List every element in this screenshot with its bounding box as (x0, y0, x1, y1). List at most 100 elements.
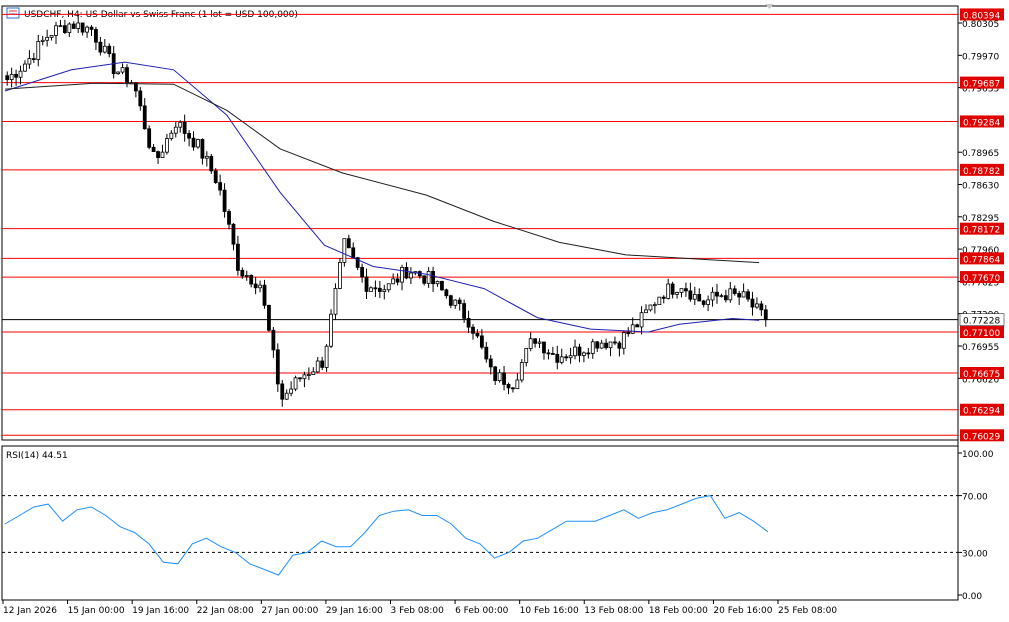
candle-body (755, 303, 759, 308)
candle-body (9, 74, 14, 80)
candle-body (311, 371, 316, 375)
candle-body (244, 275, 249, 277)
candle-body (329, 313, 333, 347)
candle-body (488, 358, 493, 368)
candle-body (391, 278, 396, 285)
candle-body (346, 238, 351, 249)
time-tick-label: 18 Feb 00:00 (649, 606, 708, 616)
time-tick-label: 25 Feb 08:00 (778, 606, 837, 616)
candle-body (338, 261, 342, 289)
candle-body (173, 126, 178, 134)
candle-body (71, 23, 76, 29)
candle-body (182, 121, 187, 134)
candle-body (5, 75, 10, 80)
price-tick-label: 0.78295 (962, 214, 999, 224)
candle-body (528, 338, 533, 349)
candle-body (284, 392, 289, 400)
candle-body (258, 284, 262, 289)
candle-body (533, 338, 538, 344)
scroll-marker-icon[interactable] (765, 4, 774, 9)
candle-body (431, 271, 435, 285)
candle-body (235, 243, 240, 271)
candle-body (484, 346, 489, 360)
candle-body (462, 303, 467, 319)
level-tag (960, 222, 1004, 235)
candle-body (706, 299, 711, 305)
candle-body (240, 269, 245, 277)
candle-body (116, 71, 121, 74)
time-tick-label: 13 Feb 08:00 (584, 606, 643, 616)
candle-body (178, 121, 183, 128)
candle-body (457, 299, 462, 304)
candle-body (364, 276, 369, 292)
candle-body (125, 67, 129, 84)
candle-body (564, 356, 569, 359)
candle-body (697, 294, 702, 302)
level-tag-label: 0.77670 (963, 274, 1000, 284)
time-tick-label: 22 Jan 08:00 (197, 606, 254, 616)
candle-body (187, 133, 191, 139)
candle-body (621, 332, 626, 349)
candle-body (102, 45, 107, 53)
candle-body (710, 291, 715, 301)
candle-body (595, 341, 600, 349)
candle-body (506, 384, 511, 389)
candle-body (275, 349, 280, 385)
rsi-label: RSI(14) 44.51 (6, 451, 68, 461)
candle-body (568, 355, 573, 359)
candle-body (40, 39, 45, 42)
level-tag-label: 0.76675 (963, 370, 1000, 380)
candle-body (639, 312, 644, 328)
level-tag-label: 0.80394 (963, 11, 1000, 21)
time-tick-label: 20 Feb 16:00 (713, 606, 772, 616)
candle-body (630, 324, 635, 334)
candle-body (36, 41, 41, 60)
level-tag-label: 0.77100 (963, 329, 1000, 339)
candle-body (249, 275, 254, 285)
candle-body (688, 290, 693, 300)
candle-body (324, 345, 329, 368)
candle-body (524, 348, 529, 363)
candle-body (147, 128, 152, 148)
candle-body (54, 25, 58, 36)
candle-body (666, 283, 671, 299)
candle-body (511, 387, 515, 390)
price-tick-label: 0.78965 (962, 149, 999, 159)
chart-type-icon[interactable] (6, 7, 20, 19)
level-tag (960, 271, 1004, 284)
candle-body (342, 238, 347, 263)
price-tick-label: 0.79635 (962, 85, 999, 95)
candle-body (373, 287, 378, 290)
candle-body (231, 223, 236, 245)
candle-body (49, 35, 54, 38)
candle-body (204, 155, 209, 159)
candle-body (573, 346, 577, 357)
candle-body (737, 293, 742, 298)
candle-body (98, 41, 103, 53)
candle-body (652, 304, 657, 307)
candle-body (635, 324, 640, 328)
candle-body (542, 341, 546, 354)
candle-body (759, 303, 764, 311)
candle-body (679, 288, 684, 293)
candle-body (519, 362, 524, 381)
candle-body (89, 26, 94, 30)
current-price-tag (959, 313, 1005, 326)
level-tag-label: 0.79284 (963, 118, 1000, 128)
time-tick-label: 15 Jan 00:00 (68, 606, 125, 616)
candle-body (31, 58, 36, 61)
candle-body (471, 326, 475, 334)
candle-body (657, 296, 662, 306)
level-tag (960, 163, 1004, 176)
candle-body (298, 377, 302, 380)
candle-body (306, 374, 311, 376)
level-tag (960, 429, 1004, 442)
candle-body (435, 280, 440, 285)
moving-average-line (4, 61, 760, 333)
candle-body (479, 335, 484, 348)
candle-body (14, 74, 18, 78)
candle-body (559, 356, 564, 363)
candle-body (289, 388, 294, 394)
candle-body (644, 309, 648, 314)
